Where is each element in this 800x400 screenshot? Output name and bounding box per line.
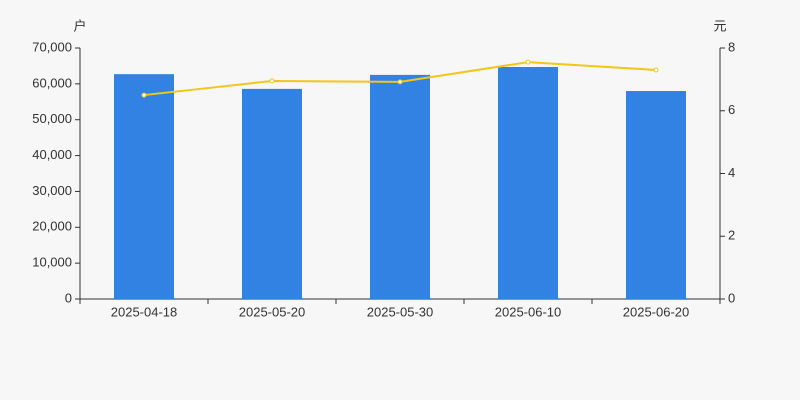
y-tick-label: 50,000 [32,111,72,126]
line-point [525,59,531,65]
y2-tick-label: 6 [728,102,735,117]
line-point [141,92,147,98]
y-tick-label: 70,000 [32,39,72,54]
line-point [269,78,275,84]
y2-axis-unit: 元 [713,18,726,33]
y-tick-label: 30,000 [32,183,72,198]
y2-tick-label: 8 [728,39,735,54]
bar [626,91,686,300]
bar [242,88,302,300]
line-point [653,67,659,73]
x-tick-label: 2025-06-20 [623,304,690,319]
bar [370,74,430,300]
line-point [397,79,403,85]
y2-tick-label: 0 [728,290,735,305]
bar [114,74,174,299]
bar [498,67,558,299]
x-tick-label: 2025-06-10 [495,304,562,319]
y-tick-label: 40,000 [32,147,72,162]
y-tick-label: 20,000 [32,219,72,234]
x-tick-label: 2025-05-20 [239,304,306,319]
y2-tick-label: 2 [728,228,735,243]
y-tick-label: 10,000 [32,255,72,270]
x-tick-label: 2025-04-18 [111,304,178,319]
x-tick-label: 2025-05-30 [367,304,434,319]
y-axis-unit: 户 [73,18,86,33]
y2-tick-label: 4 [728,165,735,180]
y-tick-label: 0 [65,290,72,305]
y-tick-label: 60,000 [32,75,72,90]
